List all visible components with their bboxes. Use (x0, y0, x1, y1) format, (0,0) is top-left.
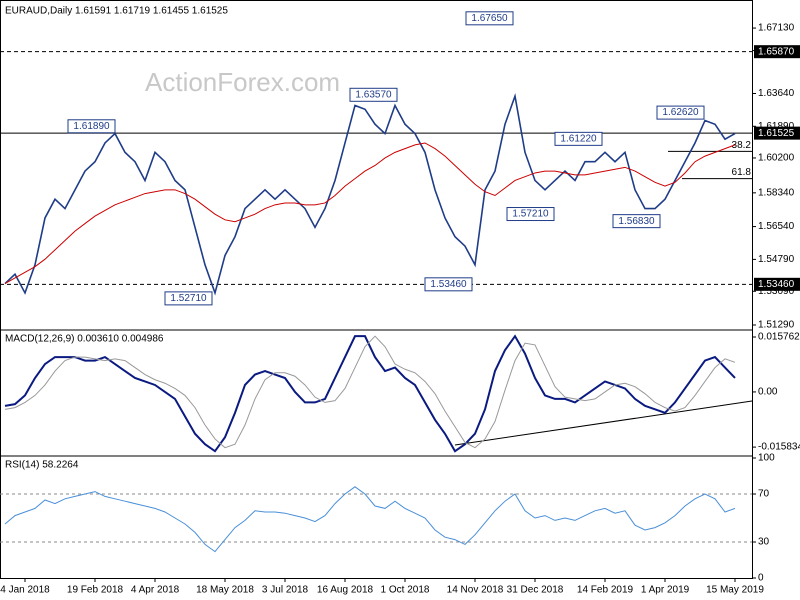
annotation-label: 1.52710 (170, 293, 207, 304)
annotation-box (465, 11, 514, 26)
level-label: 1.61525 (758, 128, 795, 139)
annotation-label: 1.61220 (560, 133, 597, 144)
annotation-box (656, 105, 705, 120)
trend-line (454, 400, 753, 446)
chart-title: EURAUD,Daily 1.61591 1.61719 1.61455 1.6… (5, 6, 228, 17)
x-tick-label: 1 Oct 2018 (381, 585, 430, 596)
y-tick-label: 1.60200 (758, 153, 795, 164)
annotation-box (67, 119, 116, 134)
annotation-box (554, 131, 603, 146)
y-tick-label: 1.61890 (758, 121, 795, 132)
x-tick-label: 3 Jul 2018 (262, 585, 309, 596)
annotation-box (612, 214, 661, 229)
level-box (754, 126, 800, 140)
annotation-label: 1.63570 (355, 89, 392, 100)
y-tick-label: 0.00 (758, 387, 778, 398)
y-tick-label: 70 (758, 489, 770, 500)
annotation-label: 1.61890 (73, 121, 110, 132)
y-tick-label: 1.67130 (758, 23, 795, 34)
x-tick-label: 15 May 2019 (706, 585, 764, 596)
annotation-label: 1.57210 (512, 209, 549, 220)
rsi-title: RSI(14) 58.2264 (5, 460, 79, 471)
level-label: 1.53460 (758, 279, 795, 290)
x-tick-label: 1 Apr 2019 (641, 585, 690, 596)
watermark: ActionForex.com (145, 67, 340, 97)
annotation-label: 1.67650 (471, 13, 508, 24)
fib-label: 38.2 (732, 140, 752, 151)
x-tick-label: 4 Jan 2018 (0, 585, 50, 596)
series-line (4, 335, 736, 449)
series-line (4, 486, 736, 553)
y-tick-label: 1.63640 (758, 88, 795, 99)
annotation-label: 1.62620 (662, 107, 699, 118)
y-tick-label: 1.56540 (758, 221, 795, 232)
x-tick-label: 16 Aug 2018 (317, 585, 374, 596)
x-tick-label: 14 Nov 2018 (447, 585, 504, 596)
x-tick-label: 19 Feb 2018 (67, 585, 124, 596)
annotation-box (164, 291, 213, 306)
y-tick-label: 100 (758, 453, 775, 464)
level-box (754, 277, 800, 291)
annotation-label: 1.53460 (430, 279, 467, 290)
annotation-box (506, 207, 555, 222)
annotation-box (424, 277, 473, 292)
y-tick-label: 0.015762 (758, 332, 800, 343)
x-tick-label: 4 Apr 2018 (131, 585, 180, 596)
plot-frame (0, 0, 753, 579)
y-tick-label: 0 (758, 573, 764, 584)
annotation-label: 1.56830 (618, 216, 655, 227)
x-tick-label: 31 Dec 2018 (507, 585, 564, 596)
y-tick-label: 1.58340 (758, 187, 795, 198)
annotation-box (349, 87, 398, 102)
y-tick-label: -0.015834 (758, 442, 800, 453)
y-tick-label: 1.54790 (758, 254, 795, 265)
y-tick-label: 30 (758, 537, 770, 548)
x-tick-label: 14 Feb 2019 (577, 585, 634, 596)
series-line (4, 142, 736, 285)
macd-title: MACD(12,26,9) 0.003610 0.004986 (5, 334, 164, 345)
y-tick-label: 1.53090 (758, 286, 795, 297)
series-line (4, 92, 736, 296)
x-tick-label: 18 May 2018 (196, 585, 254, 596)
y-tick-label: 1.51290 (758, 320, 795, 331)
level-box (754, 45, 800, 59)
level-label: 1.65870 (758, 46, 795, 57)
fib-label: 61.8 (732, 167, 752, 178)
series-line (4, 334, 736, 453)
